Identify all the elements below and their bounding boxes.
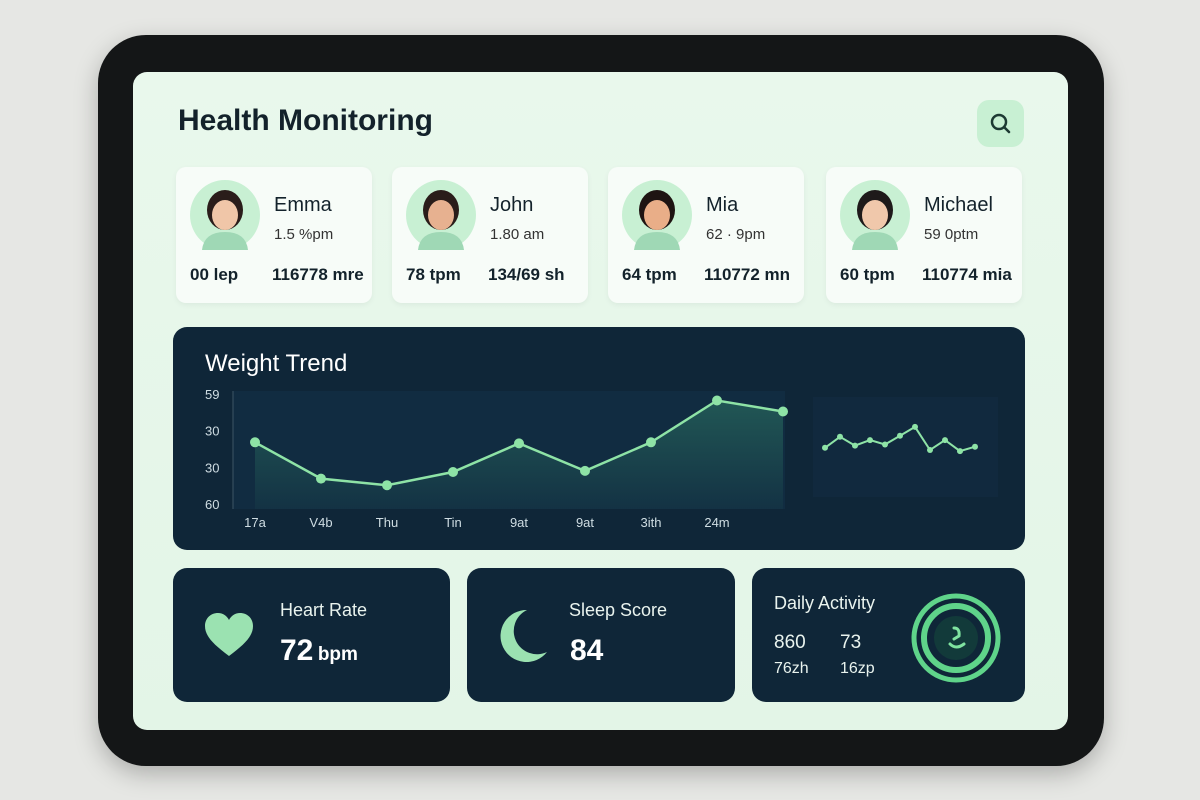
avatar <box>406 180 476 250</box>
avatar-body <box>202 232 248 250</box>
activity-title: Daily Activity <box>774 593 876 613</box>
patient-stat: 60 tpm <box>840 265 895 284</box>
patient-card[interactable]: Michael 59 0ptm 60 tpm 110774 mia <box>826 167 1022 303</box>
heart-unit: bpm <box>317 644 358 665</box>
avatar-body <box>852 232 898 250</box>
page-title: Health Monitoring <box>178 104 433 137</box>
patient-stat: 78 tpm <box>406 265 461 284</box>
x-tick-label: Tin <box>444 515 462 530</box>
activity-a: 860 <box>774 632 806 653</box>
patient-card[interactable]: Emma 1.5 %pm 00 lep 116778 mre <box>176 167 372 303</box>
spark-point <box>942 437 948 444</box>
sleep-value: 84 <box>570 634 604 667</box>
moon-icon <box>500 609 547 662</box>
point <box>712 395 722 406</box>
spark-point <box>897 432 903 439</box>
avatar <box>840 180 910 250</box>
point <box>514 438 524 449</box>
spark-point <box>852 442 858 449</box>
x-tick-label: V4b <box>309 515 332 530</box>
search-icon <box>990 113 1011 134</box>
activity-c: 76zh <box>774 660 809 677</box>
sleep-title: Sleep Score <box>569 600 668 620</box>
spark-point <box>882 441 888 448</box>
patient-stat: 00 lep <box>190 265 239 284</box>
point <box>448 467 458 477</box>
point <box>316 473 326 484</box>
patient-stat: 110772 mn <box>704 265 791 284</box>
activity-d: 16zp <box>840 660 875 677</box>
avatar-face <box>644 200 670 230</box>
patient-stat: 64 tpm <box>622 265 677 284</box>
patient-stat: 110774 mia <box>922 265 1012 284</box>
x-tick-label: Thu <box>376 515 398 530</box>
avatar-face <box>862 200 888 230</box>
weight-card: Weight Trend 59 30 30 60 17a V4b Thu Tin 9at 9at 3… <box>173 327 1025 550</box>
patient-name: Emma <box>274 194 332 216</box>
patient-detail: 59 0ptm <box>924 226 979 243</box>
x-tick-label: 9at <box>576 515 594 530</box>
patient-stat: 116778 mre <box>272 265 364 284</box>
spark-point <box>822 444 828 451</box>
search-button[interactable] <box>977 100 1024 147</box>
x-tick-label: 3ith <box>641 515 662 530</box>
y-label: 30 <box>205 424 219 439</box>
spark-point <box>972 443 978 450</box>
point <box>382 480 392 491</box>
x-tick-label: 9at <box>510 515 528 530</box>
avatar <box>190 180 260 250</box>
spark-area <box>813 397 998 497</box>
area <box>255 400 783 509</box>
sleep-card: Sleep Score 84 <box>467 568 735 702</box>
point <box>250 437 260 448</box>
avatar-body <box>634 232 680 250</box>
patient-detail: 62 · 9pm <box>706 226 766 243</box>
avatar <box>622 180 692 250</box>
x-tick-label: 24m <box>704 515 729 530</box>
patient-stat: 134/69 sh <box>488 265 565 284</box>
patient-detail: 1.80 am <box>490 226 545 243</box>
patient-name: Michael <box>924 194 993 216</box>
y-label: 60 <box>205 497 219 512</box>
spark-point <box>912 423 918 430</box>
heart-value: 72 <box>280 634 314 667</box>
patient-name: Mia <box>706 194 739 216</box>
spark-point <box>927 447 933 453</box>
point <box>646 437 656 448</box>
heart-card: Heart Rate 72 bpm <box>173 568 450 702</box>
spark-point <box>957 448 963 455</box>
heart-icon <box>205 613 253 656</box>
y-label: 30 <box>205 460 219 475</box>
point <box>778 406 788 417</box>
x-tick-label: 17a <box>244 515 266 530</box>
y-label: 59 <box>205 387 219 402</box>
avatar-face <box>428 200 454 230</box>
patient-detail: 1.5 %pm <box>274 226 334 243</box>
chart-title: Weight Trend <box>205 350 347 377</box>
activity-ring <box>911 593 1001 683</box>
heart-reading: 72 bpm <box>280 634 358 668</box>
point <box>580 465 590 476</box>
avatar-face <box>212 200 238 230</box>
weight-chart: Weight Trend 59 30 30 60 17a V4b Thu Tin 9at 9at 3… <box>205 350 998 530</box>
spark-point <box>837 433 843 440</box>
heart-title: Heart Rate <box>280 600 368 620</box>
avatar-body <box>418 232 464 250</box>
patient-card[interactable]: John 1.80 am 78 tpm 134/69 sh <box>392 167 588 303</box>
activity-b: 73 <box>840 632 862 653</box>
activity-card: Daily Activity 860 73 76zh 16zp <box>752 568 1025 702</box>
patient-name: John <box>490 194 534 216</box>
patient-card[interactable]: Mia 62 · 9pm 64 tpm 110772 mn <box>608 167 804 303</box>
spark-point <box>867 437 873 444</box>
